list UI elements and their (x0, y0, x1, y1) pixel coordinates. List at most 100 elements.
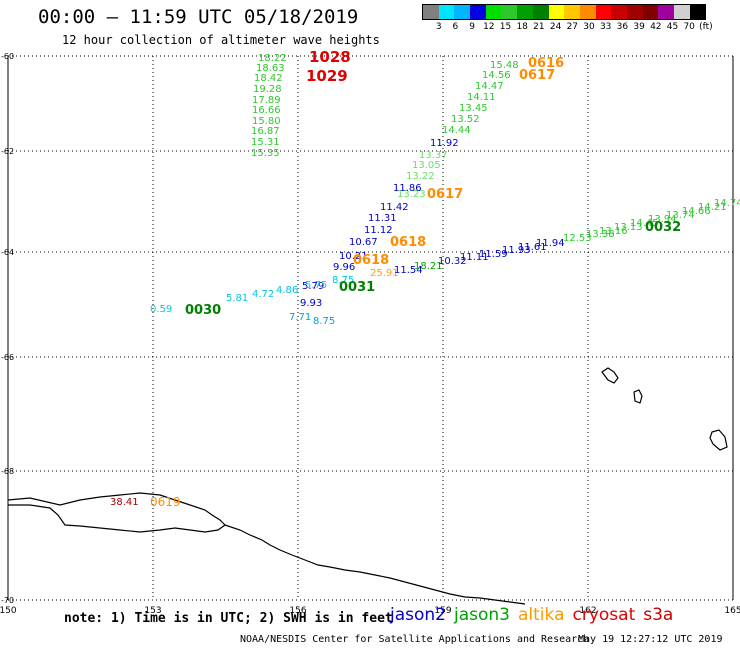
wave-height-label: 11.42 (380, 202, 409, 213)
wave-height-label: 15.80 (252, 116, 281, 127)
wave-height-label: 25.91 (370, 268, 399, 279)
legend-entry: altika (518, 605, 565, 625)
wave-height-label: 14.44 (442, 125, 471, 136)
wave-height-label: 5.81 (226, 293, 248, 304)
pass-time-label: 0031 (339, 280, 375, 295)
wave-height-label: 11.93 (502, 245, 531, 256)
island-1 (601, 367, 619, 384)
pass-time-label: 0619 (150, 495, 181, 509)
pass-time-label: 1028 (309, 48, 351, 66)
colorbar-label: 18 (516, 22, 528, 32)
page-title: 00:00 – 11:59 UTC 05/18/2019 (38, 6, 359, 28)
colorbar-label: 70 (683, 22, 695, 32)
wave-height-label: 17.89 (252, 95, 281, 106)
y-tick-label: -64 (1, 248, 14, 257)
wave-height-label: 15.48 (490, 60, 519, 71)
colorbar-swatch (689, 5, 706, 19)
wave-height-label: 11.59 (479, 249, 508, 260)
wave-height-label: 13.38 (586, 229, 615, 240)
colorbar-labels: 3 6 9 12 15 18 21 24 27 30 33 36 39 42 45 70 (ft) (422, 20, 713, 34)
colorbar-swatch (454, 5, 471, 19)
wave-height-label: 8.75 (313, 316, 335, 327)
colorbar-label: 27 (566, 22, 579, 32)
wave-height-label: 19.28 (253, 84, 282, 95)
x-tick-label: 159 (434, 606, 451, 616)
colorbar-label: 24 (549, 22, 562, 32)
pass-time-label: 1029 (306, 67, 348, 85)
colorbar-swatch (532, 5, 549, 19)
wave-height-label: 14.47 (475, 81, 504, 92)
colorbar-swatch (674, 5, 690, 19)
colorbar-swatch (564, 5, 580, 19)
x-tick-label: 153 (144, 606, 161, 616)
pass-time-label: 0616 (528, 56, 564, 71)
colorbar-swatch (438, 5, 455, 19)
y-tick-label: -66 (1, 353, 14, 362)
x-tick-label: 165 (724, 606, 740, 616)
colorbar-swatch (485, 5, 502, 19)
island-2 (633, 389, 643, 404)
note-text: note: 1) Time is in UTC; 2) SWH is in fe… (64, 611, 393, 626)
colorbar-swatch (579, 5, 596, 19)
wave-height-label: 11.12 (364, 225, 393, 236)
wave-height-label: 11.92 (430, 138, 459, 149)
wave-height-label: 13.45 (459, 103, 488, 114)
pass-time-label: 0032 (645, 220, 681, 235)
wave-height-label: 13.37 (419, 150, 448, 161)
track-labels: 18.2218.6318.4219.2817.8916.6615.8016.87… (110, 48, 740, 509)
legend-entry: cryosat (572, 605, 636, 625)
wave-height-label: 18.22 (258, 53, 287, 64)
legend-entry: s3a (643, 605, 674, 625)
x-tick-label: 156 (289, 606, 306, 616)
island-3 (709, 429, 728, 451)
wave-height-label: 12.53 (563, 233, 592, 244)
wave-height-label: 9.93 (300, 298, 322, 309)
colorbar-label: 9 (469, 22, 475, 32)
wave-height-label: 0.59 (150, 304, 172, 315)
colorbar-swatch (517, 5, 533, 19)
colorbar-label: 21 (533, 22, 545, 32)
wave-height-label: 11.31 (368, 213, 397, 224)
colorbar-label: 12 (483, 22, 495, 32)
colorbar-swatch (642, 5, 659, 19)
y-tick-label: -70 (1, 596, 14, 605)
wave-height-label: 14.66 (682, 206, 711, 217)
satellite-legend: jason2 jason3 altika cryosat s3a (390, 605, 681, 625)
colorbar-swatch (626, 5, 643, 19)
colorbar-swatch (470, 5, 486, 19)
colorbar-label: 42 (650, 22, 662, 32)
colorbar-label: 3 (435, 22, 442, 32)
wave-height-label: 11.11 (460, 252, 489, 263)
wave-height-label: 13.13 (614, 222, 643, 233)
wave-height-label: 13.74 (666, 210, 695, 221)
wave-height-label: 18.21 (414, 261, 443, 272)
wave-height-label: 18.42 (254, 73, 283, 84)
colorbar-label: 36 (616, 22, 629, 32)
colorbar-label: 39 (633, 22, 645, 32)
wave-height-label: 15.31 (251, 137, 280, 148)
colorbar: 3 6 9 12 15 18 21 24 27 30 33 36 39 42 45 70 (ft) (422, 4, 713, 34)
y-tick-label: -62 (1, 147, 14, 156)
colorbar-swatch (501, 5, 518, 19)
wave-height-label: 11.54 (394, 265, 423, 276)
pass-time-label: 0617 (427, 187, 463, 202)
wave-height-label: 38.41 (110, 497, 139, 508)
legend-entry: jason3 (454, 605, 510, 625)
colorbar-swatch (595, 5, 612, 19)
wave-height-label: 7.71 (289, 312, 311, 323)
wave-height-label: 4.72 (252, 289, 274, 300)
colorbar-label: (ft) (699, 22, 713, 32)
wave-height-label: 13.23 (397, 189, 426, 200)
wave-height-label: 18.63 (256, 63, 285, 74)
wave-height-label: 13.05 (412, 160, 441, 171)
y-tick-label: -60 (1, 52, 14, 61)
page-subtitle: 12 hour collection of altimeter wave hei… (62, 33, 380, 47)
wave-height-label: 16.66 (252, 105, 281, 116)
wave-height-label: 9.96 (333, 262, 355, 273)
wave-height-label: 4.86 (276, 285, 298, 296)
pass-time-label: 0030 (185, 303, 221, 318)
wave-height-label: 13.52 (451, 114, 480, 125)
colorbar-label: 30 (583, 22, 595, 32)
map-grid (7, 55, 734, 601)
